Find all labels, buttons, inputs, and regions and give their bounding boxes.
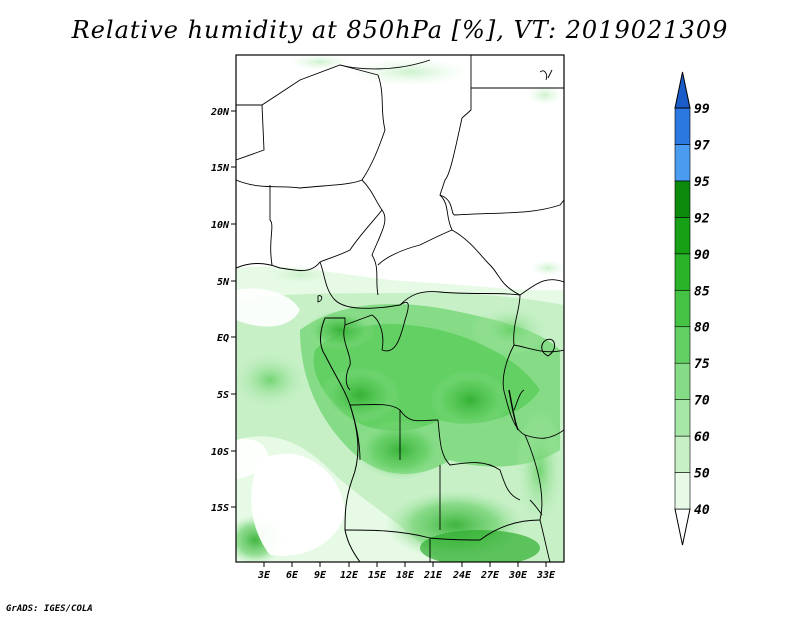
colorbar-segment <box>674 253 691 291</box>
colorbar-label: 80 <box>694 321 710 336</box>
colorbar-segment <box>674 362 691 400</box>
lon-tick-label: 9E <box>314 570 327 581</box>
map-panel <box>236 55 564 562</box>
colorbar-segment <box>674 399 691 437</box>
colorbar-segment <box>674 107 691 145</box>
map-frame <box>235 54 565 563</box>
lon-axis <box>263 562 547 567</box>
country-borders <box>236 55 564 562</box>
lon-tick-label: 6E <box>286 570 299 581</box>
lon-tick-label: 3E <box>257 570 271 581</box>
lon-tick-label: 21E <box>423 570 443 581</box>
lat-tick-label: 20N <box>210 107 230 118</box>
lon-tick-label: 24E <box>452 570 472 581</box>
lon-tick-label: 12E <box>340 570 359 581</box>
colorbar-label: 97 <box>694 138 710 153</box>
colorbar-segment <box>674 217 691 255</box>
colorbar-label: 50 <box>694 467 710 482</box>
colorbar-label: 40 <box>694 503 710 518</box>
lon-tick-label: 30E <box>508 570 528 581</box>
colorbar: 40 50 60 70 75 80 85 90 92 95 97 99 <box>674 71 710 546</box>
lon-tick-label: 33E <box>536 570 556 581</box>
colorbar-label: 75 <box>694 357 710 372</box>
lat-tick-label: 5S <box>217 390 229 401</box>
lat-tick-label: 10N <box>211 220 230 231</box>
colorbar-label: 70 <box>694 394 710 409</box>
colorbar-segment <box>674 144 691 182</box>
credit-label: GrADS: IGES/COLA <box>6 604 93 614</box>
colorbar-label: 90 <box>694 248 710 263</box>
colorbar-label: 99 <box>694 102 710 117</box>
colorbar-segment <box>674 326 691 364</box>
map-title: Relative humidity at 850hPa [%], VT: 201… <box>71 16 729 44</box>
lon-tick-label: 27E <box>480 570 500 581</box>
lat-tick-label: 15S <box>211 503 229 514</box>
colorbar-label: 60 <box>694 430 710 445</box>
colorbar-segment <box>674 71 691 109</box>
colorbar-label: 85 <box>694 284 710 299</box>
colorbar-segment <box>674 435 691 473</box>
colorbar-label: 92 <box>694 211 710 226</box>
lat-axis <box>231 110 236 508</box>
colorbar-segment <box>674 472 691 510</box>
colorbar-segment <box>674 180 691 218</box>
lat-tick-label: 15N <box>211 163 230 174</box>
lat-tick-label: 10S <box>211 447 229 458</box>
colorbar-segment <box>674 508 691 546</box>
colorbar-label: 95 <box>694 175 710 190</box>
lat-tick-label: EQ <box>217 333 229 344</box>
lat-tick-label: 5N <box>217 277 230 288</box>
colorbar-segment <box>674 289 691 328</box>
lon-tick-label: 15E <box>368 570 387 581</box>
lon-tick-label: 18E <box>396 570 415 581</box>
